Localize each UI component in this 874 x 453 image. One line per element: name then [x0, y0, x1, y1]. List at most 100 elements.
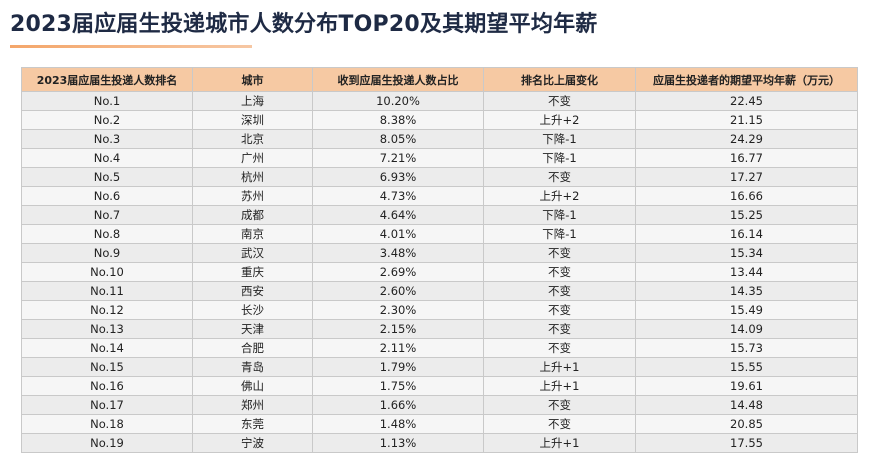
cell-rank-change: 不变	[483, 167, 636, 187]
cell-rank: No.17	[21, 395, 193, 415]
cell-expected-salary: 22.45	[635, 91, 858, 111]
cell-rank-change: 上升+1	[483, 433, 636, 453]
cell-share: 2.60%	[312, 281, 484, 301]
cell-city: 南京	[192, 224, 313, 244]
cell-rank: No.4	[21, 148, 193, 168]
cell-rank-change: 不变	[483, 243, 636, 263]
table-row: No.17 郑州 1.66% 不变 14.48	[21, 395, 858, 415]
title-underline	[10, 45, 252, 48]
cell-city: 西安	[192, 281, 313, 301]
header-expected-salary: 应届生投递者的期望平均年薪（万元）	[635, 67, 858, 92]
table-row: No.11 西安 2.60% 不变 14.35	[21, 281, 858, 301]
cell-city: 东莞	[192, 414, 313, 434]
cell-city: 苏州	[192, 186, 313, 206]
cell-city: 杭州	[192, 167, 313, 187]
table-row: No.13 天津 2.15% 不变 14.09	[21, 319, 858, 339]
cell-city: 长沙	[192, 300, 313, 320]
table-header-row: 2023届应届生投递人数排名 城市 收到应届生投递人数占比 排名比上届变化 应届…	[21, 67, 858, 92]
table-row: No.14 合肥 2.11% 不变 15.73	[21, 338, 858, 358]
cell-expected-salary: 14.09	[635, 319, 858, 339]
cell-rank: No.8	[21, 224, 193, 244]
cell-share: 1.13%	[312, 433, 484, 453]
cell-rank-change: 不变	[483, 395, 636, 415]
cell-rank: No.2	[21, 110, 193, 130]
cell-city: 深圳	[192, 110, 313, 130]
cell-expected-salary: 16.14	[635, 224, 858, 244]
cell-share: 1.66%	[312, 395, 484, 415]
cell-expected-salary: 15.73	[635, 338, 858, 358]
cell-rank: No.10	[21, 262, 193, 282]
cell-city: 武汉	[192, 243, 313, 263]
cell-city: 上海	[192, 91, 313, 111]
cell-rank-change: 不变	[483, 319, 636, 339]
cell-expected-salary: 13.44	[635, 262, 858, 282]
cell-rank-change: 上升+1	[483, 357, 636, 377]
cell-city: 宁波	[192, 433, 313, 453]
cell-rank: No.15	[21, 357, 193, 377]
cell-share: 6.93%	[312, 167, 484, 187]
cell-city: 佛山	[192, 376, 313, 396]
cell-expected-salary: 19.61	[635, 376, 858, 396]
cell-share: 2.30%	[312, 300, 484, 320]
cell-share: 2.69%	[312, 262, 484, 282]
cell-rank-change: 上升+2	[483, 186, 636, 206]
table-row: No.2 深圳 8.38% 上升+2 21.15	[21, 110, 858, 130]
cell-rank-change: 不变	[483, 300, 636, 320]
cell-city: 广州	[192, 148, 313, 168]
table-row: No.18 东莞 1.48% 不变 20.85	[21, 414, 858, 434]
table-row: No.8 南京 4.01% 下降-1 16.14	[21, 224, 858, 244]
cell-share: 1.75%	[312, 376, 484, 396]
cell-rank-change: 不变	[483, 91, 636, 111]
cell-city: 郑州	[192, 395, 313, 415]
cell-city: 天津	[192, 319, 313, 339]
table-row: No.7 成都 4.64% 下降-1 15.25	[21, 205, 858, 225]
table-row: No.10 重庆 2.69% 不变 13.44	[21, 262, 858, 282]
cell-share: 7.21%	[312, 148, 484, 168]
cell-rank: No.19	[21, 433, 193, 453]
cell-city: 合肥	[192, 338, 313, 358]
cell-share: 8.05%	[312, 129, 484, 149]
table-row: No.3 北京 8.05% 下降-1 24.29	[21, 129, 858, 149]
cell-share: 4.64%	[312, 205, 484, 225]
cell-rank-change: 上升+2	[483, 110, 636, 130]
cell-city: 成都	[192, 205, 313, 225]
cell-rank: No.5	[21, 167, 193, 187]
cell-rank: No.7	[21, 205, 193, 225]
table-row: No.15 青岛 1.79% 上升+1 15.55	[21, 357, 858, 377]
table-row: No.6 苏州 4.73% 上升+2 16.66	[21, 186, 858, 206]
cell-city: 北京	[192, 129, 313, 149]
cell-rank-change: 不变	[483, 414, 636, 434]
table-row: No.4 广州 7.21% 下降-1 16.77	[21, 148, 858, 168]
cell-city: 青岛	[192, 357, 313, 377]
header-rank: 2023届应届生投递人数排名	[21, 67, 193, 92]
header-rank-change: 排名比上届变化	[483, 67, 636, 92]
cell-rank: No.11	[21, 281, 193, 301]
table-row: No.9 武汉 3.48% 不变 15.34	[21, 243, 858, 263]
cell-share: 4.73%	[312, 186, 484, 206]
cell-share: 8.38%	[312, 110, 484, 130]
cell-rank-change: 下降-1	[483, 224, 636, 244]
cell-rank-change: 不变	[483, 281, 636, 301]
cell-rank: No.13	[21, 319, 193, 339]
table-row: No.1 上海 10.20% 不变 22.45	[21, 91, 858, 111]
cell-share: 2.15%	[312, 319, 484, 339]
cell-expected-salary: 15.25	[635, 205, 858, 225]
cell-city: 重庆	[192, 262, 313, 282]
cell-rank-change: 下降-1	[483, 205, 636, 225]
cell-rank: No.12	[21, 300, 193, 320]
cell-rank-change: 下降-1	[483, 148, 636, 168]
ranking-table: 2023届应届生投递人数排名 城市 收到应届生投递人数占比 排名比上届变化 应届…	[21, 67, 858, 453]
table-row: No.16 佛山 1.75% 上升+1 19.61	[21, 376, 858, 396]
cell-expected-salary: 17.27	[635, 167, 858, 187]
cell-share: 2.11%	[312, 338, 484, 358]
cell-rank: No.3	[21, 129, 193, 149]
table-body: No.1 上海 10.20% 不变 22.45 No.2 深圳 8.38% 上升+2 21.15 N…	[21, 91, 858, 453]
cell-expected-salary: 16.77	[635, 148, 858, 168]
cell-rank-change: 上升+1	[483, 376, 636, 396]
page-title: 2023届应届生投递城市人数分布TOP20及其期望平均年薪	[10, 12, 598, 37]
cell-rank: No.1	[21, 91, 193, 111]
cell-expected-salary: 16.66	[635, 186, 858, 206]
cell-rank-change: 下降-1	[483, 129, 636, 149]
cell-rank: No.18	[21, 414, 193, 434]
cell-rank-change: 不变	[483, 262, 636, 282]
